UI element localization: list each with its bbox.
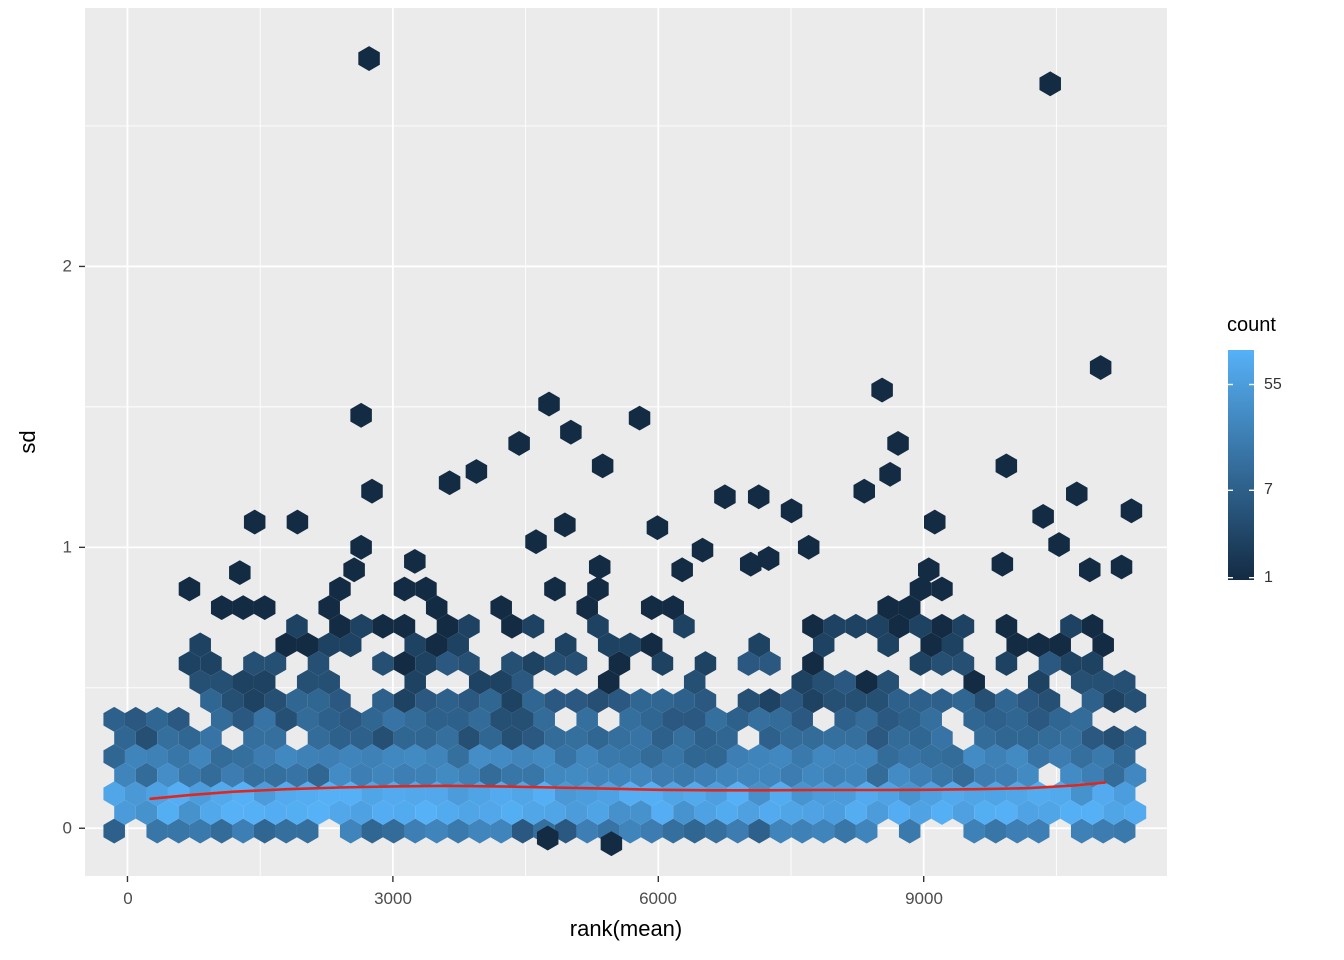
y-tick-label-2: 2 — [62, 256, 72, 276]
x-tick-label-9000: 9000 — [905, 889, 943, 908]
x-tick-label-3000: 3000 — [374, 889, 412, 908]
legend-label-1: 1 — [1264, 568, 1273, 586]
legend-title: count — [1227, 314, 1276, 336]
y-axis-title: sd — [15, 430, 40, 454]
legend-label-55: 55 — [1264, 375, 1282, 393]
legend-label-7: 7 — [1264, 481, 1273, 499]
x-tick-label-0: 0 — [123, 889, 133, 908]
y-tick-label-1: 1 — [62, 537, 72, 557]
y-tick-label-0: 0 — [62, 818, 72, 838]
x-axis-title: rank(mean) — [569, 916, 683, 941]
x-tick-label-6000: 6000 — [639, 889, 677, 908]
